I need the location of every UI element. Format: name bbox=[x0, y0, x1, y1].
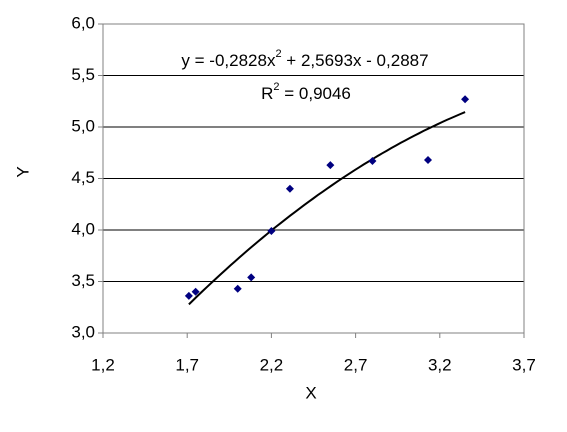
y-tick-label: 5,0 bbox=[71, 116, 95, 135]
y-tick-label: 4,5 bbox=[71, 168, 95, 187]
trendline bbox=[188, 111, 466, 306]
data-point bbox=[184, 291, 193, 300]
data-point bbox=[326, 161, 335, 170]
data-point bbox=[368, 156, 377, 165]
data-point bbox=[424, 155, 433, 164]
y-tick-label: 5,5 bbox=[71, 65, 95, 84]
x-tick-label: 1,7 bbox=[175, 355, 199, 374]
r-squared-part: = 0,9046 bbox=[280, 84, 351, 103]
y-tick-label: 4,0 bbox=[71, 219, 95, 238]
data-point bbox=[247, 273, 256, 282]
trendline-equation: y = -0,2828x2 + 2,5693x - 0,2887 bbox=[181, 48, 428, 71]
x-tick-label: 2,7 bbox=[344, 355, 368, 374]
x-tick-label: 1,2 bbox=[91, 355, 115, 374]
equation-exponent: 2 bbox=[275, 48, 281, 60]
y-axis-label: Y bbox=[13, 166, 32, 177]
y-tick-label: 6,0 bbox=[71, 13, 95, 32]
data-point bbox=[267, 227, 276, 236]
equation-part: y = -0,2828x bbox=[181, 51, 276, 70]
data-point bbox=[461, 95, 470, 104]
x-tick-label: 3,2 bbox=[428, 355, 452, 374]
r-squared-exponent: 2 bbox=[273, 81, 279, 93]
x-axis-label: X bbox=[305, 383, 316, 402]
data-point bbox=[191, 287, 200, 296]
y-tick-label: 3,0 bbox=[71, 322, 95, 341]
x-tick-label: 3,7 bbox=[512, 355, 536, 374]
equation-part: + 2,5693x - 0,2887 bbox=[282, 51, 429, 70]
y-tick-label: 3,5 bbox=[71, 271, 95, 290]
r-squared: R2 = 0,9046 bbox=[261, 81, 351, 104]
r-squared-part: R bbox=[261, 84, 273, 103]
data-point bbox=[233, 284, 242, 293]
x-tick-label: 2,2 bbox=[260, 355, 284, 374]
data-point bbox=[285, 184, 294, 193]
